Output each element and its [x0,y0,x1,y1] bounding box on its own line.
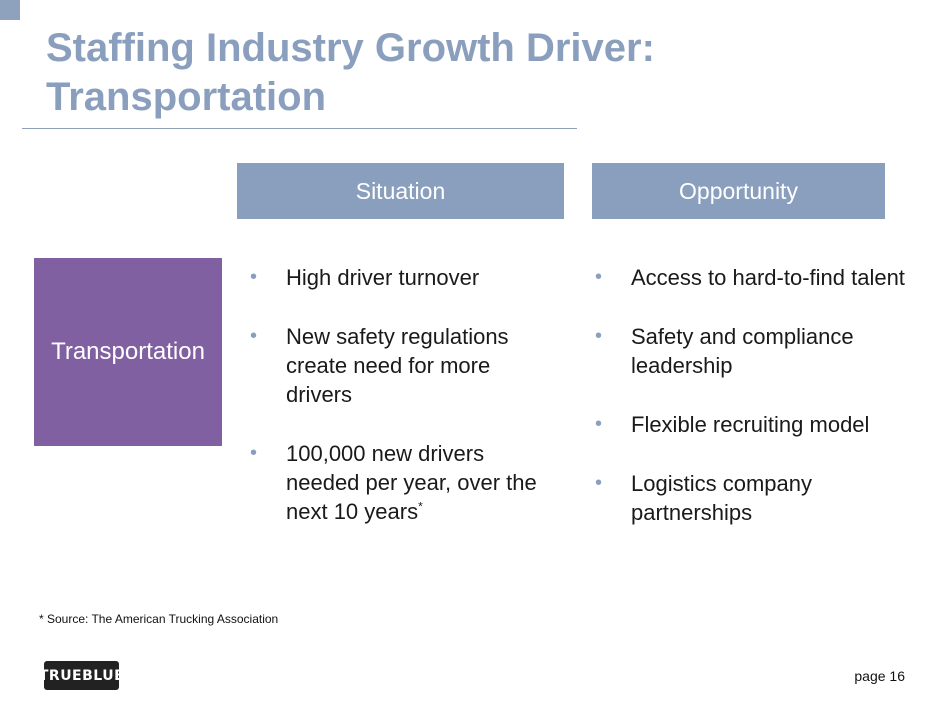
bullet-text: New safety regulations create need for m… [286,324,509,407]
opportunity-bullet-list: Access to hard-to-find talent Safety and… [595,263,925,557]
situation-header: Situation [237,163,564,219]
corner-accent-square [0,0,20,20]
bullet-text: 100,000 new drivers needed per year, ove… [286,441,537,524]
bullet-text: Flexible recruiting model [631,412,870,437]
bullet-item: Logistics company partnerships [595,469,925,527]
source-footnote: * Source: The American Trucking Associat… [39,612,279,626]
slide-title: Staffing Industry Growth Driver: Transpo… [46,26,655,119]
trueblue-logo: TRUEBLUE [39,661,124,690]
bullet-text: Access to hard-to-find talent [631,265,905,290]
bullet-text: Logistics company partnerships [631,471,812,525]
bullet-item: Access to hard-to-find talent [595,263,925,292]
title-divider [22,128,577,129]
situation-bullet-list: High driver turnover New safety regulati… [250,263,550,556]
transportation-row-label: Transportation [34,258,222,446]
bullet-text: Safety and compliance leadership [631,324,854,378]
bullet-text: High driver turnover [286,265,480,290]
bullet-item: Flexible recruiting model [595,410,925,439]
bullet-item: High driver turnover [250,263,550,292]
footnote-marker: * [418,499,423,514]
page-number: page 16 [854,668,905,684]
bullet-item: 100,000 new drivers needed per year, ove… [250,439,550,526]
bullet-item: Safety and compliance leadership [595,322,925,380]
bullet-item: New safety regulations create need for m… [250,322,550,409]
opportunity-header: Opportunity [592,163,885,219]
